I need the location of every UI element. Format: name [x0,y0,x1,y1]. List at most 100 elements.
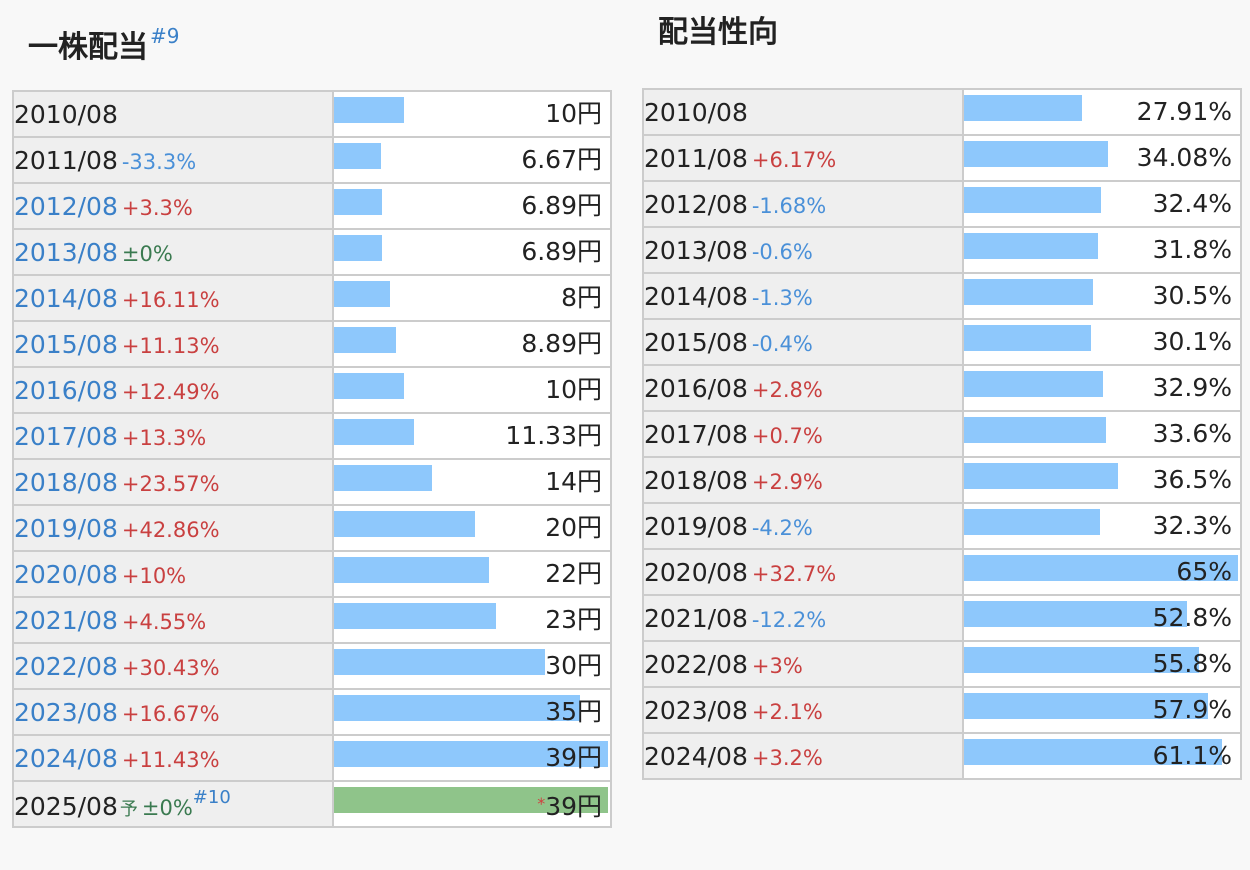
dividend-value-label: 23円 [545,598,602,642]
dividend-bar [334,373,404,399]
dividend-date[interactable]: 2024/08 [14,743,118,773]
dividend-row-label: 2017/08 +13.3% [12,412,334,460]
payout-change: +0.7% [751,423,823,448]
dividend-value-text: 6.89円 [521,191,602,220]
dividend-row: 2018/08 +23.57% 14円 [12,458,612,506]
dividend-change: +12.49% [121,379,220,404]
payout-date: 2021/08 [644,603,748,633]
dividend-value-text: 14円 [545,467,602,496]
dividend-bar [334,695,580,721]
dividend-change: ±0% [121,241,173,266]
dividend-date[interactable]: 2015/08 [14,329,118,359]
payout-change: +2.9% [751,469,823,494]
dividend-row: 2013/08 ±0% 6.89円 [12,228,612,276]
payout-row: 2022/08 +3% 55.8% [642,640,1242,688]
dividend-value-text: 35円 [545,697,602,726]
dividend-bar-cell: 22円 [332,550,612,598]
dividend-row: 2010/08 10円 [12,90,612,138]
payout-value-text: 33.6% [1152,419,1232,448]
payout-date: 2018/08 [644,465,748,495]
payout-value-label: 57.9% [1153,688,1232,732]
dividend-row: 2022/08 +30.43% 30円 [12,642,612,690]
payout-row: 2019/08 -4.2% 32.3% [642,502,1242,550]
dividend-date[interactable]: 2021/08 [14,605,118,635]
dividend-date[interactable]: 2022/08 [14,651,118,681]
payout-change: -4.2% [751,515,813,540]
dividend-value-label: *39円 [537,782,602,829]
payout-bar [964,279,1093,305]
payout-change: -12.2% [751,607,827,632]
dividend-value-label: 30円 [545,644,602,688]
payout-bar [964,739,1222,765]
payout-row-label: 2010/08 [642,88,964,136]
payout-value-text: 30.1% [1152,327,1232,356]
payout-bar-cell: 57.9% [962,686,1242,734]
dividend-value-label: 39円 [545,736,602,780]
dividend-date[interactable]: 2019/08 [14,513,118,543]
payout-bar-cell: 30.1% [962,318,1242,366]
dividend-note-link[interactable]: #10 [192,787,231,808]
dividend-row-label: 2014/08 +16.11% [12,274,334,322]
payout-date: 2013/08 [644,235,748,265]
dividend-row: 2020/08 +10% 22円 [12,550,612,598]
dividend-change: +11.13% [121,333,220,358]
dividend-value-text: 6.67円 [521,145,602,174]
payout-bar [964,325,1091,351]
payout-bar [964,463,1118,489]
dividend-row: 2011/08 -33.3% 6.67円 [12,136,612,184]
dividend-bar-cell: 6.89円 [332,228,612,276]
dividend-bar-cell: 11.33円 [332,412,612,460]
dividend-row: 2023/08 +16.67% 35円 [12,688,612,736]
dividend-value-label: 10円 [545,92,602,136]
dividend-date[interactable]: 2013/08 [14,237,118,267]
payout-value-label: 32.4% [1153,182,1232,226]
dividend-date[interactable]: 2017/08 [14,421,118,451]
payout-heading: 配当性向 [642,0,1240,88]
dividend-date: 2025/08 [14,792,118,821]
dividend-change: +13.3% [121,425,207,450]
dividend-date[interactable]: 2016/08 [14,375,118,405]
payout-row-label: 2020/08 +32.7% [642,548,964,596]
payout-bar-cell: 31.8% [962,226,1242,274]
payout-bar [964,647,1199,673]
payout-bar-cell: 33.6% [962,410,1242,458]
payout-title: 配当性向 [658,15,778,50]
payout-ratio-panel: 配当性向 2010/08 27.91% 2011/08 +6.17% 34.08% 201… [642,0,1242,780]
dividend-change: +10% [121,563,187,588]
dividend-value-text: 20円 [545,513,602,542]
payout-row-label: 2018/08 +2.9% [642,456,964,504]
dividend-bar-cell: 10円 [332,366,612,414]
dividend-change: +30.43% [121,655,220,680]
payout-change: +2.1% [751,699,823,724]
dividend-date: 2010/08 [14,99,118,129]
payout-change: +6.17% [751,147,837,172]
dividend-date[interactable]: 2014/08 [14,283,118,313]
dividend-row: 2012/08 +3.3% 6.89円 [12,182,612,230]
payout-value-text: 57.9% [1152,695,1232,724]
payout-row: 2024/08 +3.2% 61.1% [642,732,1242,780]
dividend-value-text: 10円 [545,375,602,404]
payout-change: +32.7% [751,561,837,586]
payout-date: 2023/08 [644,695,748,725]
dividend-bar [334,327,396,353]
dividend-date[interactable]: 2012/08 [14,191,118,221]
dividend-bar [334,649,545,675]
dividend-row-label: 2023/08 +16.67% [12,688,334,736]
dividend-date[interactable]: 2020/08 [14,559,118,589]
dividend-row-label: 2020/08 +10% [12,550,334,598]
payout-table: 2010/08 27.91% 2011/08 +6.17% 34.08% 2012/08-… [642,88,1242,780]
payout-value-label: 34.08% [1137,136,1232,180]
dividend-date[interactable]: 2023/08 [14,697,118,727]
payout-bar [964,693,1208,719]
payout-value-text: 32.9% [1152,373,1232,402]
payout-row: 2014/08 -1.3% 30.5% [642,272,1242,320]
dividend-table: 2010/08 10円 2011/08 -33.3% 6.67円 2012/08 +3.3%… [12,90,612,828]
dividend-title-note-link[interactable]: #9 [150,24,180,48]
dividend-value-text: 23円 [545,605,602,634]
payout-row-label: 2021/08 -12.2% [642,594,964,642]
dividend-bar-cell: 10円 [332,90,612,138]
payout-bar [964,371,1103,397]
payout-bar-cell: 30.5% [962,272,1242,320]
dividend-date[interactable]: 2018/08 [14,467,118,497]
dividend-row-label: 2022/08 +30.43% [12,642,334,690]
